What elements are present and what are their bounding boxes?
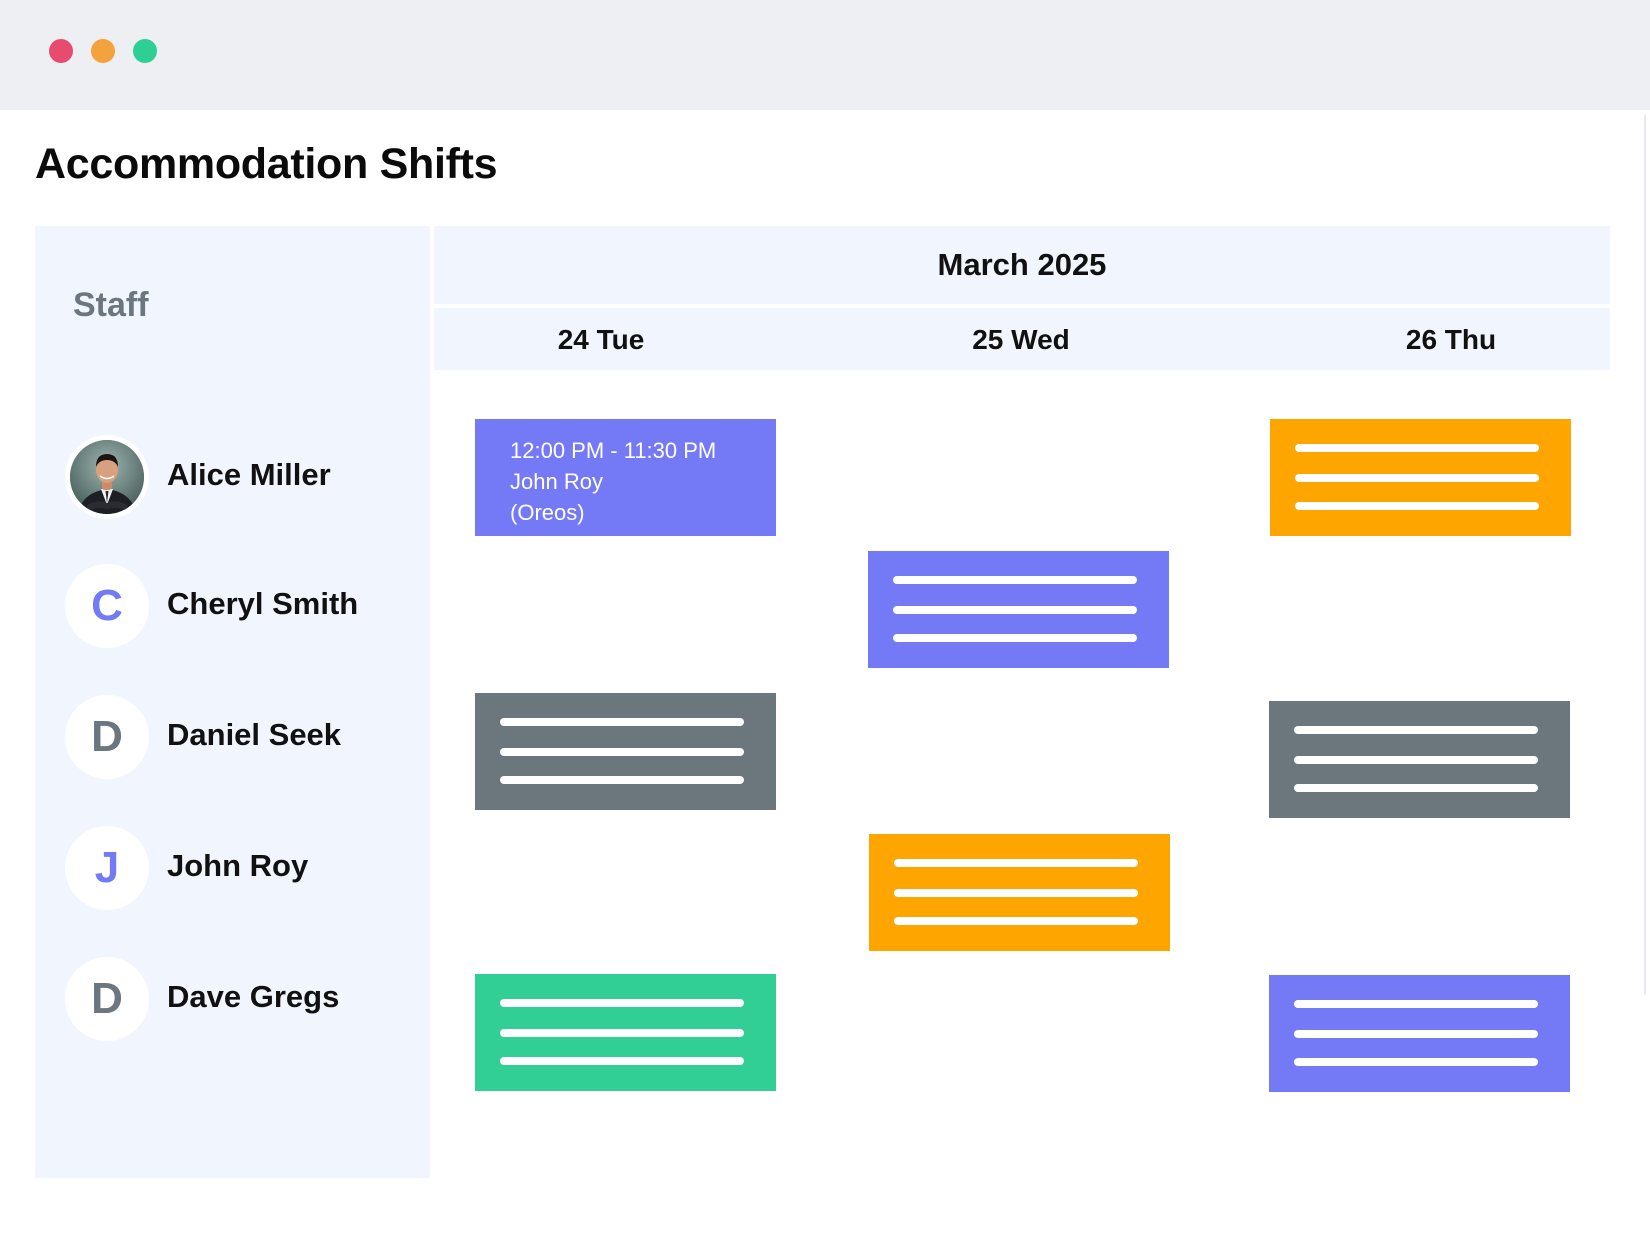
staff-row-john-roy[interactable]: J John Roy xyxy=(65,826,425,912)
text-placeholder-lines-icon xyxy=(1295,444,1539,452)
text-placeholder-lines-icon xyxy=(1295,502,1539,510)
staff-row-alice-miller[interactable]: Alice Miller xyxy=(65,435,425,521)
staff-panel: Staff xyxy=(35,226,430,1178)
text-placeholder-lines-icon xyxy=(1295,474,1539,482)
text-placeholder-lines-icon xyxy=(500,1029,744,1037)
text-placeholder-lines-icon xyxy=(893,634,1137,642)
shift-note: (Oreos) xyxy=(510,500,585,525)
close-window-button[interactable] xyxy=(49,39,73,63)
shift-person: John Roy xyxy=(510,469,603,494)
maximize-window-button[interactable] xyxy=(133,39,157,63)
staff-name: Dave Gregs xyxy=(167,979,340,1014)
month-header: March 2025 xyxy=(434,226,1610,304)
minimize-window-button[interactable] xyxy=(91,39,115,63)
shift-cheryl-smith-25-wed[interactable] xyxy=(868,551,1169,668)
text-placeholder-lines-icon xyxy=(893,576,1137,584)
shift-john-roy-25-wed[interactable] xyxy=(869,834,1170,951)
staff-heading: Staff xyxy=(73,286,149,324)
window-titlebar xyxy=(0,0,1650,110)
page-title: Accommodation Shifts xyxy=(35,140,498,188)
text-placeholder-lines-icon xyxy=(1294,1030,1538,1038)
avatar: D xyxy=(65,695,149,779)
staff-name: John Roy xyxy=(167,848,309,883)
shift-daniel-seek-24-tue[interactable] xyxy=(475,693,776,810)
text-placeholder-lines-icon xyxy=(1294,756,1538,764)
text-placeholder-lines-icon xyxy=(894,889,1138,897)
person-in-suit-avatar-icon xyxy=(66,436,148,518)
shift-dave-gregs-24-tue[interactable] xyxy=(475,974,776,1091)
text-placeholder-lines-icon xyxy=(1294,1000,1538,1008)
text-placeholder-lines-icon xyxy=(500,776,744,784)
text-placeholder-lines-icon xyxy=(893,606,1137,614)
staff-row-cheryl-smith[interactable]: C Cheryl Smith xyxy=(65,564,425,650)
avatar: C xyxy=(65,564,149,648)
staff-row-daniel-seek[interactable]: D Daniel Seek xyxy=(65,695,425,781)
avatar xyxy=(65,435,149,519)
text-placeholder-lines-icon xyxy=(894,859,1138,867)
text-placeholder-lines-icon xyxy=(1294,784,1538,792)
text-placeholder-lines-icon xyxy=(500,718,744,726)
text-placeholder-lines-icon xyxy=(1294,726,1538,734)
staff-name: Cheryl Smith xyxy=(167,586,359,621)
day-header-26-thu[interactable]: 26 Thu xyxy=(1405,324,1497,355)
day-header-row: 24 Tue 25 Wed 26 Thu xyxy=(434,308,1610,370)
avatar: J xyxy=(65,826,149,910)
text-placeholder-lines-icon xyxy=(500,748,744,756)
shift-daniel-seek-26-thu[interactable] xyxy=(1269,701,1570,818)
window-edge-divider xyxy=(1644,115,1646,995)
day-header-24-tue[interactable]: 24 Tue xyxy=(557,324,645,355)
avatar: D xyxy=(65,957,149,1041)
shift-details: 12:00 PM - 11:30 PM John Roy (Oreos) xyxy=(510,435,716,528)
staff-row-dave-gregs[interactable]: D Dave Gregs xyxy=(65,957,425,1043)
shift-alice-miller-26-thu[interactable] xyxy=(1270,419,1571,536)
day-header-25-wed[interactable]: 25 Wed xyxy=(972,324,1070,355)
text-placeholder-lines-icon xyxy=(894,917,1138,925)
text-placeholder-lines-icon xyxy=(1294,1058,1538,1066)
staff-name: Daniel Seek xyxy=(167,717,342,752)
text-placeholder-lines-icon xyxy=(500,1057,744,1065)
staff-name: Alice Miller xyxy=(167,457,331,492)
shift-time: 12:00 PM - 11:30 PM xyxy=(510,438,717,463)
shift-alice-miller-24-tue[interactable]: 12:00 PM - 11:30 PM John Roy (Oreos) xyxy=(475,419,776,536)
shift-dave-gregs-26-thu[interactable] xyxy=(1269,975,1570,1092)
text-placeholder-lines-icon xyxy=(500,999,744,1007)
